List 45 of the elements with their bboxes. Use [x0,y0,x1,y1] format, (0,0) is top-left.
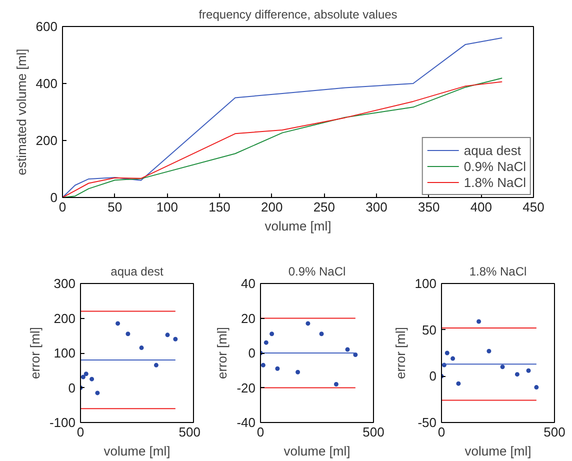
x-axis-title: volume [ml] [284,444,350,458]
y-tick-label: -100 [49,415,76,430]
y-tick-label: 400 [36,76,58,91]
legend-label: aqua dest [464,142,521,158]
chart-title: 0.9% NaCl [288,264,346,278]
legend-label: 0.9% NaCl [464,158,526,174]
x-tick-label: 100 [156,200,178,214]
y-tick-label: 0 [50,190,58,205]
y-tick-label: -50 [418,415,437,430]
y-tick-label: 100 [414,276,437,291]
x-tick-label: 150 [208,200,230,214]
x-tick-label: 500 [178,424,201,440]
y-axis-title: error [ml] [214,327,230,379]
y-tick-label: 0 [68,380,76,396]
y-tick-label: 300 [54,276,76,291]
y-axis-title: error [ml] [27,327,42,379]
y-tick-label: 0 [429,368,437,384]
y-tick-label: 50 [422,322,437,338]
x-tick-label: 400 [470,200,492,214]
y-tick-label: 40 [241,276,256,291]
y-tick-label: 100 [54,346,76,360]
x-axis-title: volume [ml] [104,444,170,458]
chart-title: aqua dest [110,264,164,278]
x-tick-label: 250 [313,200,336,214]
x-tick-label: 500 [362,424,384,440]
x-tick-label: 300 [366,200,388,214]
y-tick-label: 600 [36,19,58,34]
x-axis-title: volume [ml] [464,444,532,458]
legend-label: 1.8% NaCl [464,174,526,190]
x-axis-title: volume [ml] [264,218,332,234]
y-axis-title: estimated volume [ml] [14,48,29,176]
y-tick-label: 20 [241,310,256,326]
y-tick-label: 200 [54,310,76,326]
x-tick-label: 350 [418,200,440,214]
y-axis-title: error [ml] [392,327,408,379]
chart-title: frequency difference, absolute values [198,8,398,22]
x-tick-label: 450 [522,200,544,214]
y-tick-label: 200 [36,133,58,148]
x-tick-label: 200 [260,200,283,214]
x-tick-label: 500 [544,424,566,440]
y-tick-label: -20 [236,380,256,396]
chart-title: 1.8% NaCl [469,264,527,278]
x-tick-label: 50 [108,200,122,214]
y-tick-label: -40 [236,415,256,430]
y-tick-label: 0 [248,346,256,360]
